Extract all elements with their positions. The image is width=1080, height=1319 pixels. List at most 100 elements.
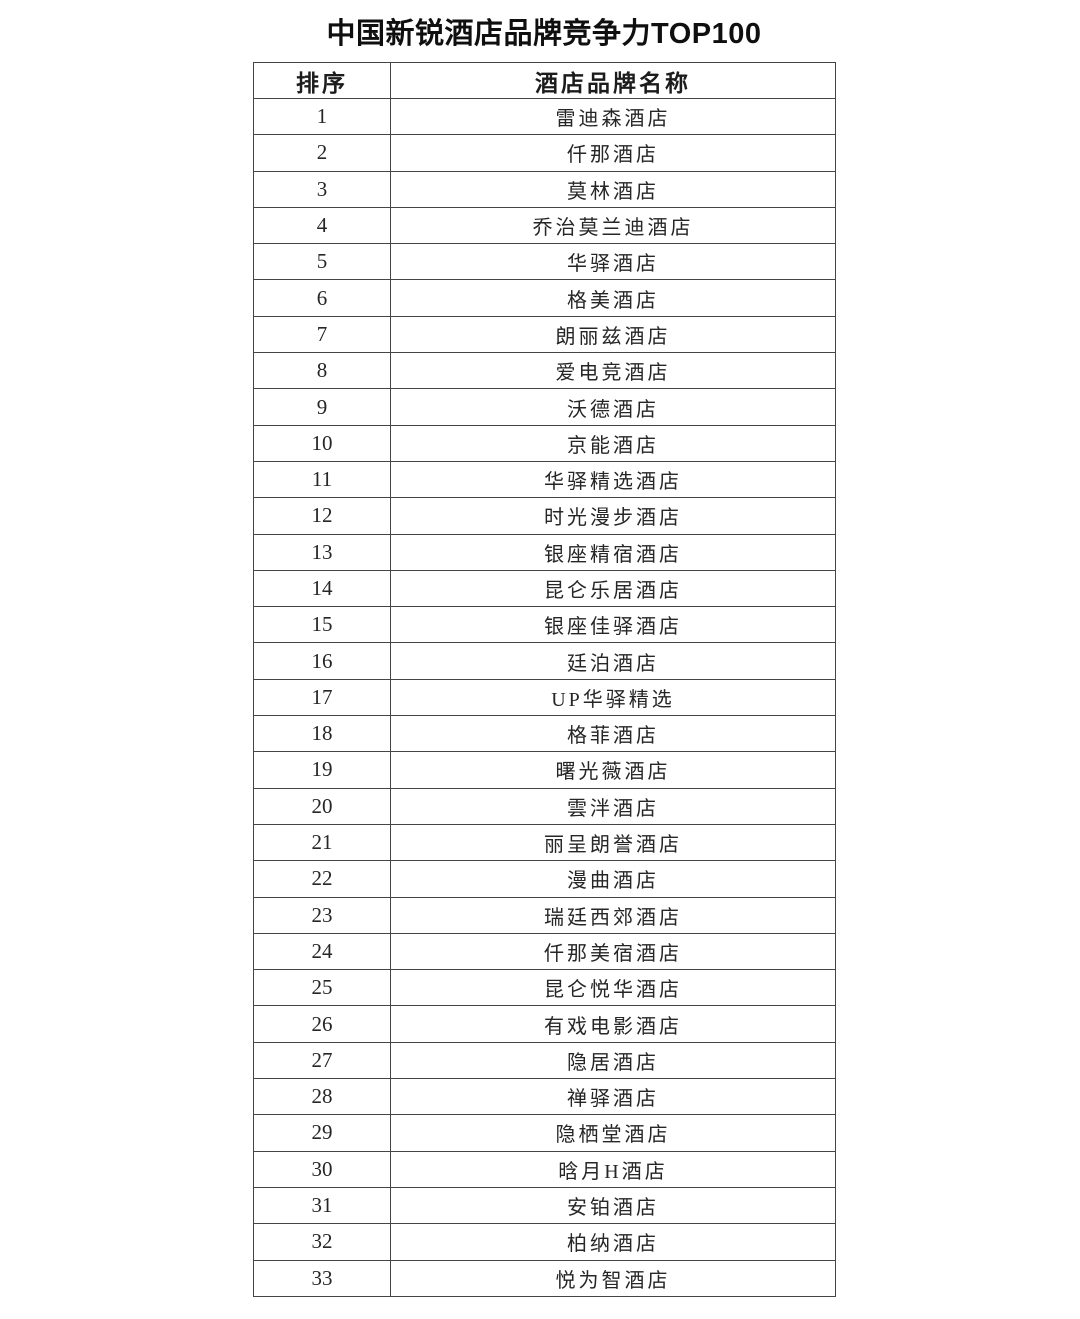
rank-cell: 3 (253, 170, 391, 208)
rank-cell: 7 (253, 315, 391, 354)
table-body: 1 雷迪森酒店 2 仟那酒店 3 莫林酒店 4 乔治莫兰迪酒店 5 华驿酒店 6 格美酒店 7 朗丽兹酒店… (253, 97, 836, 1297)
brand-cell: 雷迪森酒店 (390, 97, 836, 136)
brand-cell: 仟那酒店 (390, 134, 836, 172)
brand-cell: 漫曲酒店 (390, 860, 836, 898)
table-row: 7 朗丽兹酒店 (253, 315, 836, 354)
table-row: 6 格美酒店 (253, 279, 836, 317)
table-row: 23 瑞廷西郊酒店 (253, 896, 836, 934)
table-row: 20 雲泮酒店 (253, 787, 836, 825)
header-row: 排序 酒店品牌名称 (253, 62, 836, 99)
table-row: 4 乔治莫兰迪酒店 (253, 206, 836, 245)
table-row: 12 时光漫步酒店 (253, 497, 836, 535)
brand-cell: 隐居酒店 (390, 1041, 836, 1080)
brand-cell: 仟那美宿酒店 (390, 932, 836, 971)
brand-cell: UP华驿精选 (390, 678, 836, 717)
brand-cell: 沃德酒店 (390, 388, 836, 426)
table-row: 31 安铂酒店 (253, 1186, 836, 1225)
brand-cell: 瑞廷西郊酒店 (390, 896, 836, 934)
brand-cell: 悦为智酒店 (390, 1259, 836, 1297)
table-row: 30 晗月H酒店 (253, 1150, 836, 1188)
rank-cell: 12 (253, 497, 391, 535)
brand-cell: 晗月H酒店 (390, 1150, 836, 1188)
rank-cell: 21 (253, 823, 391, 862)
table-row: 22 漫曲酒店 (253, 860, 836, 898)
brand-cell: 格美酒店 (390, 279, 836, 317)
rank-cell: 2 (253, 134, 391, 172)
rank-cell: 26 (253, 1005, 391, 1043)
rank-cell: 6 (253, 279, 391, 317)
page-title: 中国新锐酒店品牌竞争力TOP100 (326, 18, 762, 50)
rank-cell: 18 (253, 715, 391, 753)
rank-cell: 15 (253, 606, 391, 644)
rank-cell: 11 (253, 460, 391, 499)
brand-cell: 禅驿酒店 (390, 1078, 836, 1116)
table-row: 21 丽呈朗誉酒店 (253, 823, 836, 862)
table-row: 26 有戏电影酒店 (253, 1005, 836, 1043)
brand-cell: 时光漫步酒店 (390, 497, 836, 535)
table-row: 28 禅驿酒店 (253, 1078, 836, 1116)
brand-cell: 京能酒店 (390, 424, 836, 462)
table-row: 1 雷迪森酒店 (253, 97, 836, 136)
brand-cell: 朗丽兹酒店 (390, 315, 836, 354)
table-row: 2 仟那酒店 (253, 134, 836, 172)
brand-cell: 银座精宿酒店 (390, 533, 836, 571)
brand-cell: 银座佳驿酒店 (390, 606, 836, 644)
rank-cell: 5 (253, 243, 391, 281)
table-row: 5 华驿酒店 (253, 243, 836, 281)
brand-cell: 廷泊酒店 (390, 642, 836, 680)
rank-cell: 22 (253, 860, 391, 898)
rank-cell: 13 (253, 533, 391, 571)
brand-cell: 柏纳酒店 (390, 1223, 836, 1261)
table-row: 24 仟那美宿酒店 (253, 932, 836, 971)
brand-cell: 有戏电影酒店 (390, 1005, 836, 1043)
brand-cell: 隐栖堂酒店 (390, 1114, 836, 1152)
table-row: 25 昆仑悦华酒店 (253, 969, 836, 1007)
rank-cell: 31 (253, 1186, 391, 1225)
brand-cell: 莫林酒店 (390, 170, 836, 208)
table-row: 29 隐栖堂酒店 (253, 1114, 836, 1152)
rank-column-header: 排序 (253, 62, 391, 99)
table-row: 14 昆仑乐居酒店 (253, 569, 836, 608)
rank-cell: 33 (253, 1259, 391, 1297)
brand-cell: 华驿酒店 (390, 243, 836, 281)
rank-cell: 25 (253, 969, 391, 1007)
brand-cell: 昆仑悦华酒店 (390, 969, 836, 1007)
table-row: 15 银座佳驿酒店 (253, 606, 836, 644)
table-row: 11 华驿精选酒店 (253, 460, 836, 499)
table-row: 19 曙光薇酒店 (253, 751, 836, 789)
brand-column-header: 酒店品牌名称 (390, 62, 836, 99)
rank-cell: 17 (253, 678, 391, 717)
table-row: 10 京能酒店 (253, 424, 836, 462)
brand-cell: 安铂酒店 (390, 1186, 836, 1225)
rank-cell: 19 (253, 751, 391, 789)
rank-cell: 27 (253, 1041, 391, 1080)
rank-cell: 28 (253, 1078, 391, 1116)
brand-cell: 华驿精选酒店 (390, 460, 836, 499)
table-row: 3 莫林酒店 (253, 170, 836, 208)
rank-cell: 4 (253, 206, 391, 245)
rank-cell: 10 (253, 424, 391, 462)
table-row: 16 廷泊酒店 (253, 642, 836, 680)
rank-cell: 8 (253, 352, 391, 390)
rank-cell: 30 (253, 1150, 391, 1188)
rank-cell: 29 (253, 1114, 391, 1152)
brand-cell: 乔治莫兰迪酒店 (390, 206, 836, 245)
table-row: 13 银座精宿酒店 (253, 533, 836, 571)
table-row: 27 隐居酒店 (253, 1041, 836, 1080)
rank-cell: 32 (253, 1223, 391, 1261)
rank-cell: 24 (253, 932, 391, 971)
brand-cell: 爱电竞酒店 (390, 352, 836, 390)
brand-cell: 曙光薇酒店 (390, 751, 836, 789)
rank-cell: 23 (253, 896, 391, 934)
table-row: 32 柏纳酒店 (253, 1223, 836, 1261)
rank-cell: 9 (253, 388, 391, 426)
brand-cell: 昆仑乐居酒店 (390, 569, 836, 608)
table-row: 9 沃德酒店 (253, 388, 836, 426)
table-row: 18 格菲酒店 (253, 715, 836, 753)
table-row: 8 爱电竞酒店 (253, 352, 836, 390)
brand-cell: 格菲酒店 (390, 715, 836, 753)
rank-cell: 16 (253, 642, 391, 680)
rank-cell: 20 (253, 787, 391, 825)
brand-cell: 丽呈朗誉酒店 (390, 823, 836, 862)
